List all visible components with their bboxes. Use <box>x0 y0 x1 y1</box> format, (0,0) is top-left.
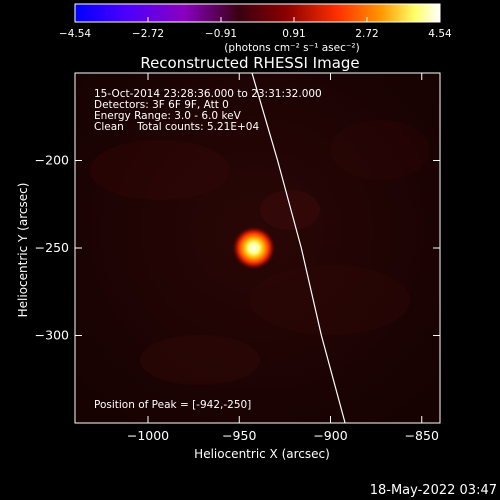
info-detectors: Detectors: 3F 6F 9F, Att 0 <box>94 99 229 111</box>
y-tick-label-0: −200 <box>35 153 69 168</box>
info-clean-counts: Clean Total counts: 5.21E+04 <box>94 121 259 133</box>
peak-source <box>231 226 276 270</box>
colorbar-tick-label-0: −4.54 <box>59 28 91 40</box>
axis-ticks: −1000 −950 −900 −850 −200 −250 −300 <box>35 73 440 443</box>
chart-title: Reconstructed RHESSI Image <box>140 54 359 72</box>
y-tick-label-2: −300 <box>35 328 69 343</box>
y-axis-label: Heliocentric Y (arcsec) <box>16 183 30 318</box>
colorbar-ticks: −4.54 −2.72 −0.91 0.91 2.72 4.54 <box>59 17 452 40</box>
peak-position-label: Position of Peak = [-942,-250] <box>94 399 251 411</box>
solar-limb-line <box>251 73 346 423</box>
colorbar <box>74 3 441 23</box>
colorbar-tick-label-2: −0.91 <box>205 28 237 40</box>
info-energy-range: Energy Range: 3.0 - 6.0 keV <box>94 110 242 122</box>
info-time-range: 15-Oct-2014 23:28:36.000 to 23:31:32.000 <box>94 88 322 100</box>
colorbar-tick-label-5: 4.54 <box>428 28 452 40</box>
y-tick-label-1: −250 <box>35 240 69 255</box>
colorbar-tick-label-1: −2.72 <box>132 28 164 40</box>
x-tick-label-3: −850 <box>405 428 439 443</box>
x-tick-label-1: −950 <box>222 428 256 443</box>
timestamp: 18-May-2022 03:47 <box>370 483 497 498</box>
x-axis-label: Heliocentric X (arcsec) <box>194 447 330 461</box>
colorbar-tick-label-3: 0.91 <box>282 28 305 40</box>
image-texture <box>90 120 430 385</box>
x-tick-label-0: −1000 <box>127 428 169 443</box>
x-tick-label-2: −900 <box>313 428 347 443</box>
colorbar-tick-label-4: 2.72 <box>355 28 378 40</box>
colorbar-unit-label: (photons cm⁻² s⁻¹ asec⁻²) <box>224 42 359 54</box>
